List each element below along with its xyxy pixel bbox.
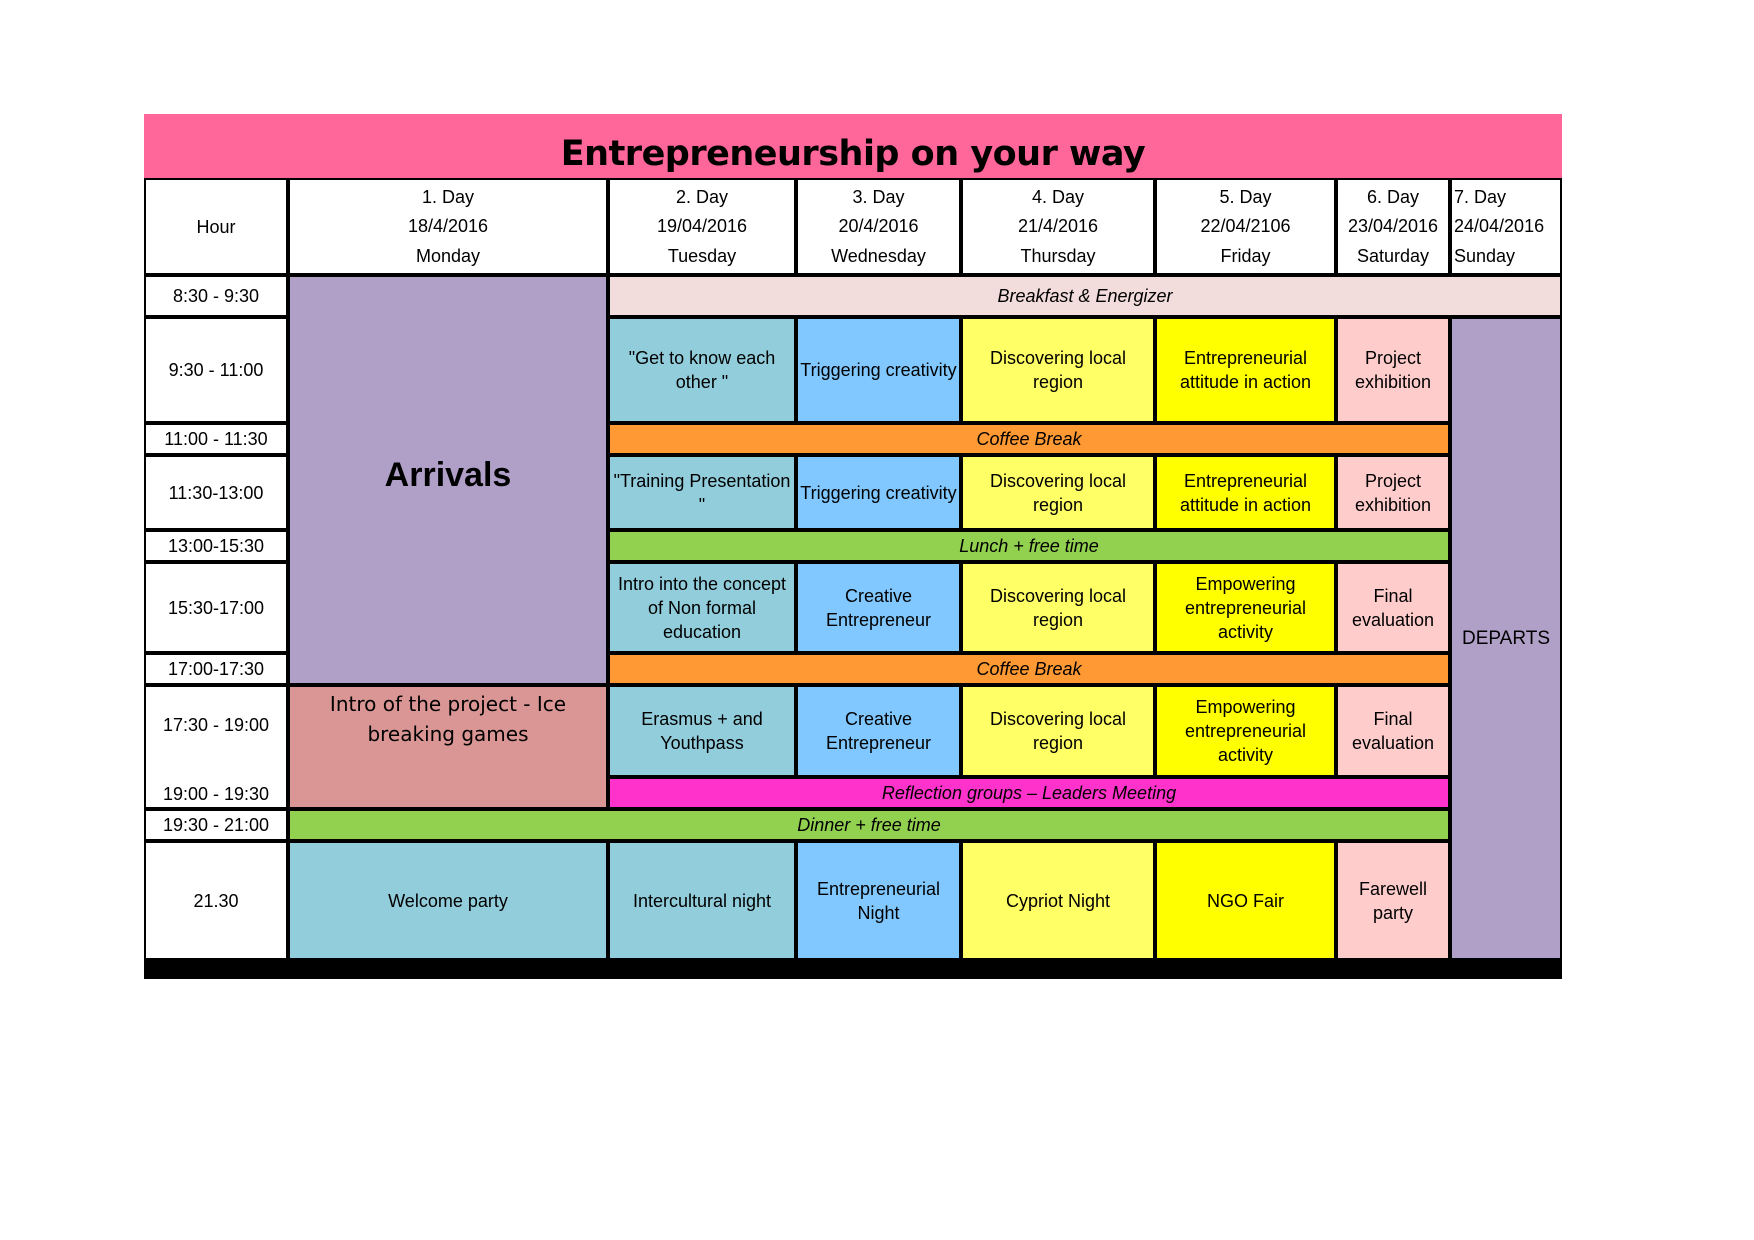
intro-block: Intro of the project - Ice breaking game… — [288, 685, 608, 809]
lunch-band: Lunch + free time — [608, 530, 1450, 562]
session-cell: Erasmus + and Youthpass — [608, 685, 796, 777]
hour-cell: 15:30-17:00 — [144, 562, 288, 653]
page-title: Entrepreneurship on your way — [560, 134, 1146, 174]
session-cell: Intro into the concept of Non formal edu… — [608, 562, 796, 653]
session-cell: Creative Entrepreneur — [796, 685, 961, 777]
session-cell: Project exhibition — [1336, 455, 1450, 530]
dinner-band: Dinner + free time — [288, 809, 1450, 841]
header-day-5: 5. Day 22/04/2106 Friday — [1155, 178, 1336, 275]
header-day-2: 2. Day 19/04/2016 Tuesday — [608, 178, 796, 275]
hour-label: 17:30 - 19:00 — [162, 715, 270, 735]
reflection-band: Reflection groups – Leaders Meeting — [608, 777, 1450, 809]
session-cell: Entrepreneurial attitude in action — [1155, 317, 1336, 423]
evening-cell: Intercultural night — [608, 841, 796, 960]
session-cell: Empowering entrepreneurial activity — [1155, 562, 1336, 653]
session-cell: Empowering entrepreneurial activity — [1155, 685, 1336, 777]
title-bar: Entrepreneurship on your way — [144, 114, 1562, 178]
coffee-break-band: Coffee Break — [608, 653, 1450, 685]
session-cell: Entrepreneurial attitude in action — [1155, 455, 1336, 530]
session-cell: Creative Entrepreneur — [796, 562, 961, 653]
hour-label: 19:00 - 19:30 — [162, 784, 270, 804]
session-cell: Discovering local region — [961, 685, 1155, 777]
header-hour: Hour — [144, 178, 288, 275]
session-cell: Triggering creativity — [796, 317, 961, 423]
hour-cell: 13:00-15:30 — [144, 530, 288, 562]
session-cell: Discovering local region — [961, 455, 1155, 530]
header-day-1: 1. Day 18/4/2016 Monday — [288, 178, 608, 275]
evening-cell: Farewell party — [1336, 841, 1450, 960]
arrivals-block: Arrivals — [288, 275, 608, 685]
breakfast-band: Breakfast & Energizer — [608, 275, 1562, 317]
session-cell: Triggering creativity — [796, 455, 961, 530]
header-day-3: 3. Day 20/4/2016 Wednesday — [796, 178, 961, 275]
session-cell: "Get to know each other " — [608, 317, 796, 423]
welcome-party-cell: Welcome party — [288, 841, 608, 960]
header-day-4: 4. Day 21/4/2016 Thursday — [961, 178, 1155, 275]
evening-cell: Entrepreneurial Night — [796, 841, 961, 960]
header-day-6: 6. Day 23/04/2016 Saturday — [1336, 178, 1450, 275]
evening-cell: Cypriot Night — [961, 841, 1155, 960]
session-cell: Discovering local region — [961, 562, 1155, 653]
departs-block: DEPARTS — [1450, 317, 1562, 960]
hour-cell: 17:00-17:30 — [144, 653, 288, 685]
evening-cell: NGO Fair — [1155, 841, 1336, 960]
session-cell: Discovering local region — [961, 317, 1155, 423]
hour-cell: 21.30 — [144, 841, 288, 960]
hour-cell: 9:30 - 11:00 — [144, 317, 288, 423]
session-cell: Project exhibition — [1336, 317, 1450, 423]
header-day-7: 7. Day 24/04/2016 Sunday — [1450, 178, 1562, 275]
session-cell: Final evaluation — [1336, 685, 1450, 777]
hour-cell: 19:30 - 21:00 — [144, 809, 288, 841]
hour-cell: 11:30-13:00 — [144, 455, 288, 530]
hour-cell: 8:30 - 9:30 — [144, 275, 288, 317]
session-cell: Final evaluation — [1336, 562, 1450, 653]
coffee-break-band: Coffee Break — [608, 423, 1450, 455]
session-cell: "Training Presentation " — [608, 455, 796, 530]
hour-cell: 11:00 - 11:30 — [144, 423, 288, 455]
schedule-table: Hour 1. Day 18/4/2016 Monday 2. Day 19/04/2… — [144, 178, 1562, 979]
hour-cell-split: 17:30 - 19:00 19:00 - 19:30 — [144, 685, 288, 809]
